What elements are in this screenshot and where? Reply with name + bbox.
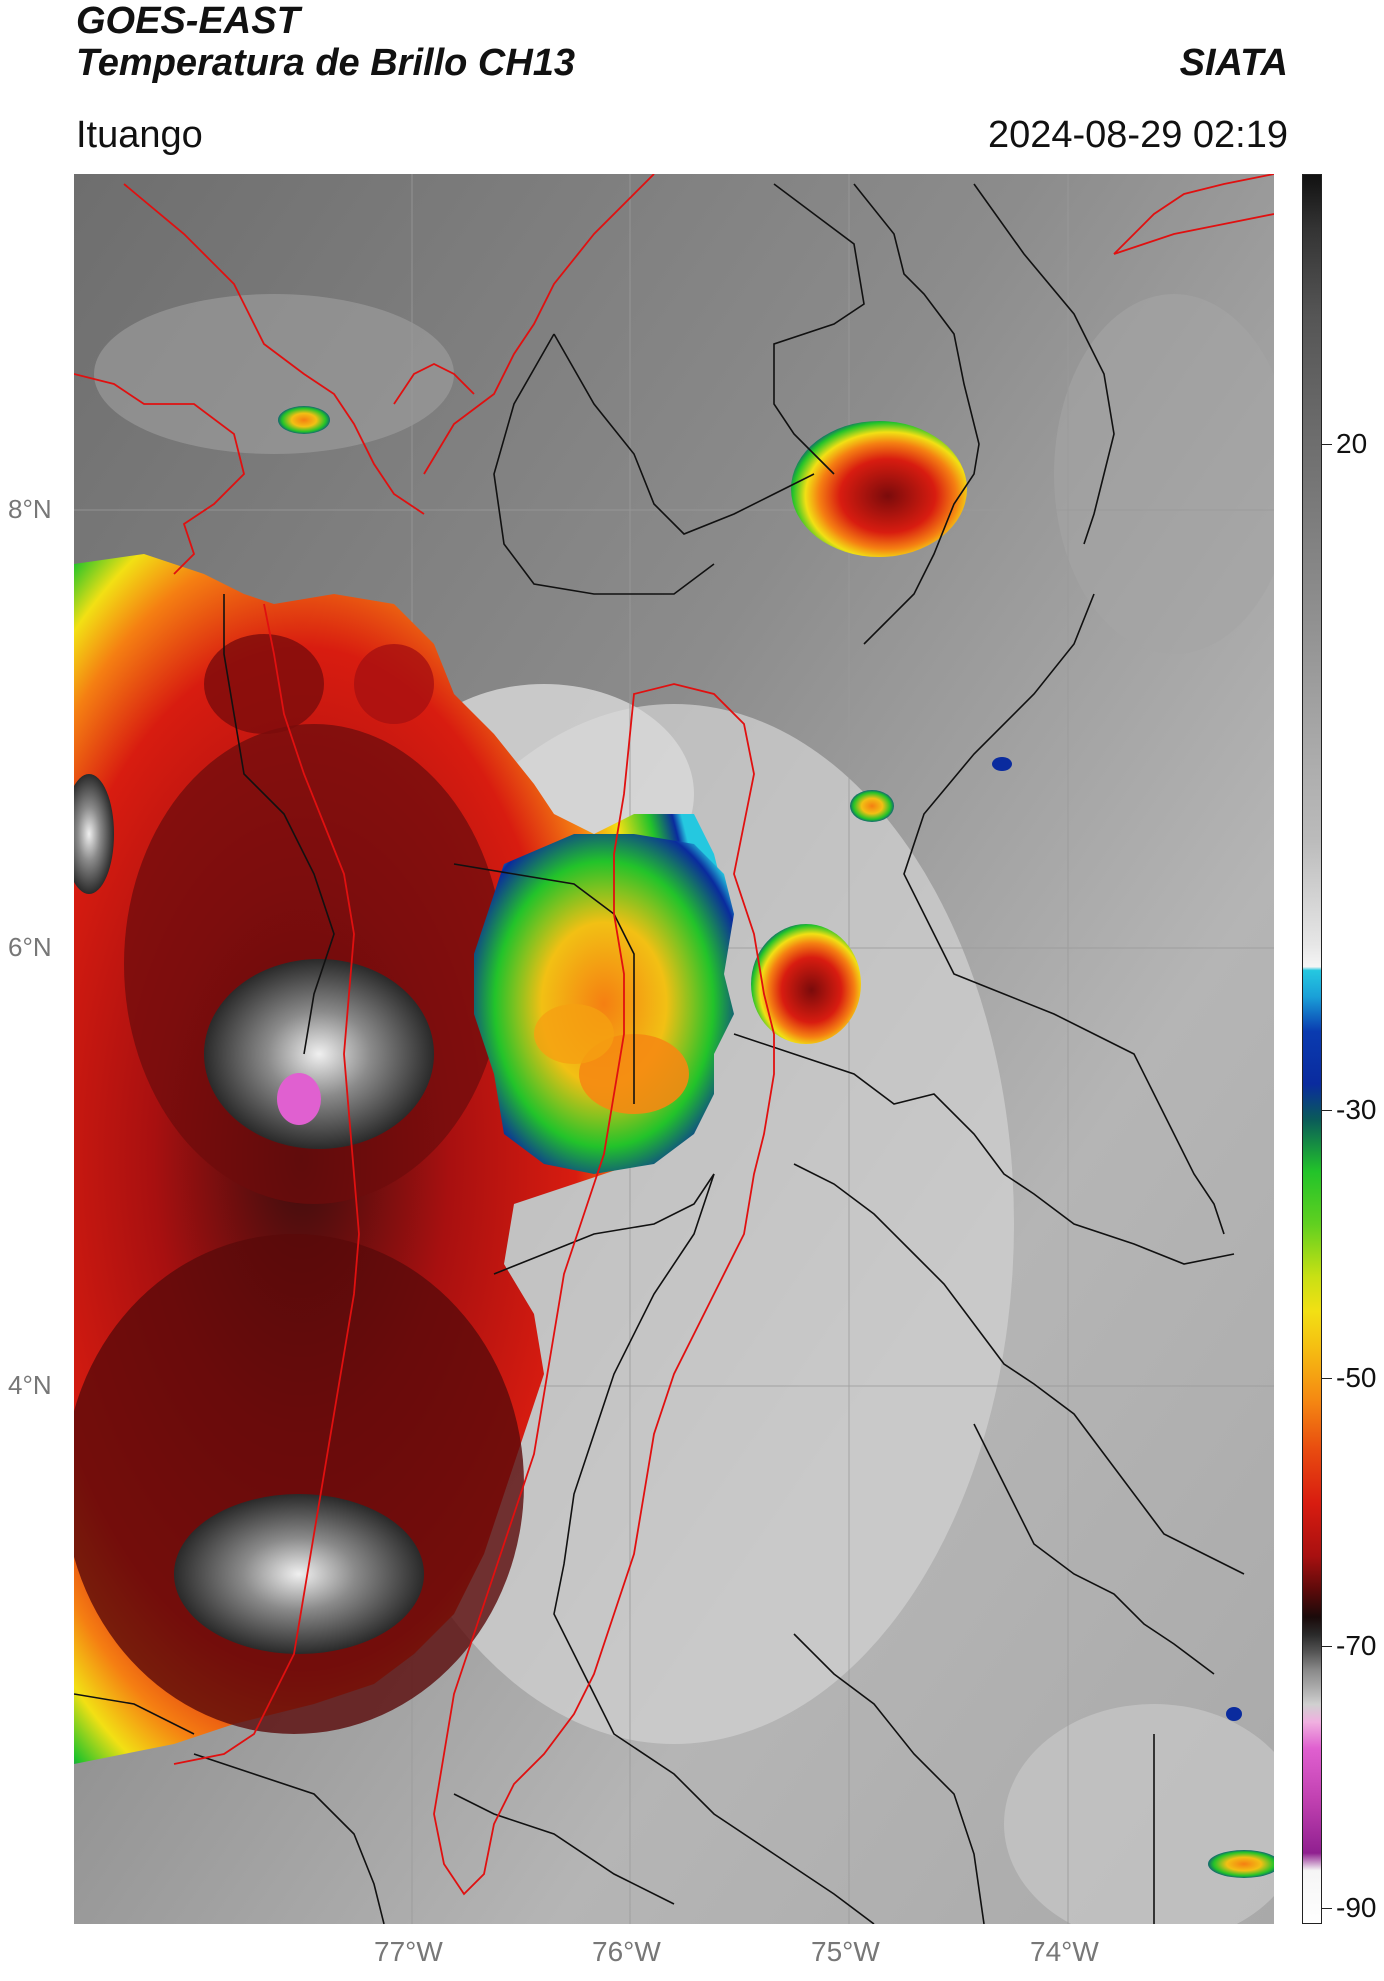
department-border	[73, 1693, 195, 1735]
storm-cell-small	[850, 790, 894, 822]
overshoot-top	[204, 959, 434, 1149]
title-satellite: GOES-EAST	[76, 0, 300, 42]
pink-core	[277, 1073, 321, 1125]
department-border	[493, 1173, 715, 1275]
storm-core-orange	[534, 1004, 614, 1064]
department-border	[453, 863, 635, 1104]
area-boundary	[433, 683, 775, 1896]
storm-cell-small	[1226, 1707, 1242, 1721]
storm-cell-ne	[791, 421, 967, 557]
lon-label-74w: 74°W	[1030, 1936, 1099, 1967]
storm-cell-small	[992, 757, 1012, 771]
storm-core-dark	[204, 634, 324, 734]
overshoot-top	[64, 774, 114, 894]
colorbar-label-minus50: -50	[1336, 1362, 1377, 1393]
country-border	[1113, 213, 1275, 255]
department-border	[773, 183, 865, 475]
cloud-band	[94, 294, 454, 454]
colorbar-tick	[1322, 1110, 1332, 1111]
temperature-colorbar	[1302, 174, 1322, 1924]
lat-label-4n: 4°N	[8, 1370, 52, 1400]
overshoot-top	[174, 1494, 424, 1654]
department-border	[193, 1753, 385, 1925]
department-border	[553, 1173, 875, 1925]
storm-core-dark	[64, 1234, 524, 1734]
country-border	[393, 362, 475, 405]
cloud-band	[1054, 294, 1294, 654]
colorbar-label-minus30: -30	[1336, 1094, 1377, 1125]
location-label: Ituango	[76, 114, 203, 156]
country-border	[123, 183, 425, 515]
colorbar-tick	[1322, 1646, 1332, 1647]
department-border	[733, 1033, 1235, 1265]
brand-label: SIATA	[1179, 42, 1288, 84]
department-border	[973, 1423, 1215, 1675]
department-border	[223, 594, 335, 1055]
lon-label-77w: 77°W	[374, 1936, 443, 1967]
department-border	[453, 1793, 675, 1905]
coast-line	[173, 603, 360, 1765]
storm-cell-small	[278, 406, 330, 434]
department-border	[793, 1633, 985, 1925]
country-border	[423, 173, 655, 475]
country-border	[73, 373, 245, 575]
colorbar-tick	[1322, 444, 1332, 445]
colorbar-label-minus70: -70	[1336, 1630, 1377, 1661]
department-border	[553, 333, 815, 535]
storm-cell-small	[1208, 1850, 1280, 1878]
storm-cell-east	[751, 924, 861, 1044]
colorbar-tick	[1322, 1908, 1332, 1909]
lon-label-75w: 75°W	[811, 1936, 880, 1967]
lon-label-76w: 76°W	[592, 1936, 661, 1967]
department-border	[493, 333, 715, 595]
country-border	[1113, 173, 1275, 255]
colorbar-label-minus90: -90	[1336, 1892, 1377, 1923]
satellite-map[interactable]	[64, 173, 1304, 1944]
storm-core-dark	[354, 644, 434, 724]
department-border	[903, 593, 1225, 1235]
department-border	[793, 1163, 1245, 1575]
title-product: Temperatura de Brillo CH13	[76, 42, 576, 84]
department-border	[853, 183, 980, 645]
map-svg	[64, 173, 1304, 1944]
lat-label-8n: 8°N	[8, 494, 52, 524]
colorbar-label-20: 20	[1336, 428, 1368, 459]
lat-label-6n: 6°N	[8, 932, 52, 962]
storm-cell-central	[474, 834, 734, 1174]
colorbar-tick	[1322, 1378, 1332, 1379]
department-border	[973, 183, 1115, 545]
datetime-label: 2024-08-29 02:19	[987, 114, 1288, 156]
